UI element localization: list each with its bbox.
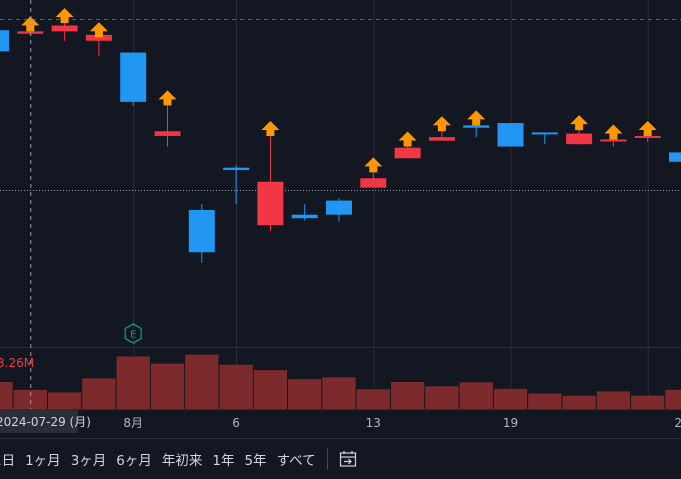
time-tick-label: 26 [674, 416, 681, 430]
candle-body[interactable] [497, 123, 524, 147]
candle-body[interactable] [120, 52, 147, 102]
volume-bar[interactable] [528, 393, 562, 409]
chart-area[interactable]: E 3.26M 2024-07-29 (月) 8月 6 13 19 26 [0, 0, 681, 438]
range-button-1[interactable]: 1ヶ月 [25, 453, 61, 469]
up-arrow-signal-icon[interactable] [89, 22, 108, 38]
earnings-event-icon[interactable] [124, 323, 142, 344]
candle-body[interactable] [51, 25, 78, 32]
candle-body[interactable] [600, 139, 627, 142]
volume-bar[interactable] [219, 364, 253, 409]
volume-bar[interactable] [356, 389, 390, 409]
candle-body[interactable] [531, 132, 558, 135]
volume-bar[interactable] [493, 388, 528, 409]
candle-body[interactable] [85, 34, 112, 41]
up-arrow-signal-icon[interactable] [398, 131, 417, 147]
range-button-6[interactable]: 5年 [244, 453, 267, 469]
volume-bar[interactable] [459, 382, 493, 409]
time-tick-label: 6 [232, 416, 240, 430]
volume-bar[interactable] [253, 370, 288, 409]
crosshair-date-label-bg [0, 410, 78, 433]
up-arrow-signal-icon[interactable] [570, 115, 589, 131]
volume-bar[interactable] [562, 395, 596, 409]
candle-body[interactable] [394, 147, 421, 159]
volume-bar[interactable] [82, 378, 116, 409]
candle-body[interactable] [326, 200, 352, 215]
time-tick-label: 8月 [123, 416, 143, 430]
volume-bar[interactable] [47, 392, 82, 409]
earnings-event-label: E [130, 330, 136, 341]
range-button-3[interactable]: 6ヶ月 [116, 453, 152, 469]
time-tick-label: 19 [503, 416, 518, 430]
crosshair-date-label: 2024-07-29 (月) [0, 415, 91, 429]
chart-background [0, 0, 681, 438]
candle-body[interactable] [669, 152, 681, 162]
up-arrow-signal-icon[interactable] [55, 8, 74, 24]
candle-body[interactable] [463, 125, 490, 128]
volume-bar[interactable] [425, 386, 459, 409]
volume-bar[interactable] [13, 389, 47, 409]
volume-bar[interactable] [390, 382, 425, 409]
toolbar-divider [326, 448, 328, 470]
volume-bar[interactable] [0, 382, 13, 409]
up-arrow-signal-icon[interactable] [604, 124, 623, 140]
candle-body[interactable] [257, 181, 284, 226]
volume-bar[interactable] [150, 363, 185, 409]
candle-body[interactable] [428, 137, 455, 141]
up-arrow-signal-icon[interactable] [158, 90, 177, 106]
volume-bar[interactable] [665, 389, 681, 409]
up-arrow-signal-icon[interactable] [364, 157, 383, 173]
range-button-0[interactable]: 1日 [0, 453, 16, 469]
candle-body[interactable] [566, 133, 593, 145]
up-arrow-signal-icon[interactable] [261, 120, 280, 136]
volume-value-label: 3.26M [0, 356, 34, 370]
volume-bar[interactable] [116, 356, 150, 409]
volume-bar[interactable] [596, 391, 631, 409]
candle-body[interactable] [188, 209, 215, 253]
volume-bar[interactable] [322, 377, 356, 409]
goto-date-icon[interactable] [336, 447, 360, 471]
up-arrow-signal-icon[interactable] [21, 16, 40, 32]
time-tick-label: 13 [366, 416, 381, 430]
up-arrow-signal-icon[interactable] [638, 120, 657, 136]
candlestick-chart[interactable]: E 3.26M 2024-07-29 (月) 8月 6 13 19 26 [0, 0, 681, 438]
candle-body[interactable] [634, 135, 661, 138]
candle-body[interactable] [360, 178, 387, 188]
candle-body[interactable] [154, 131, 181, 136]
up-arrow-signal-icon[interactable] [432, 116, 451, 132]
range-button-5[interactable]: 1年 [212, 453, 235, 469]
range-button-4[interactable]: 年初来 [161, 453, 203, 469]
candle-body[interactable] [0, 30, 9, 52]
up-arrow-signal-icon[interactable] [467, 110, 486, 126]
range-button-7[interactable]: すべて [276, 453, 316, 469]
calendar-arrow-icon [339, 451, 356, 467]
range-button-2[interactable]: 3ヶ月 [70, 453, 107, 469]
candle-body[interactable] [291, 214, 318, 219]
volume-bar[interactable] [185, 354, 219, 409]
volume-bar[interactable] [631, 395, 665, 409]
candle-body[interactable] [223, 167, 250, 171]
volume-bar[interactable] [288, 379, 322, 409]
